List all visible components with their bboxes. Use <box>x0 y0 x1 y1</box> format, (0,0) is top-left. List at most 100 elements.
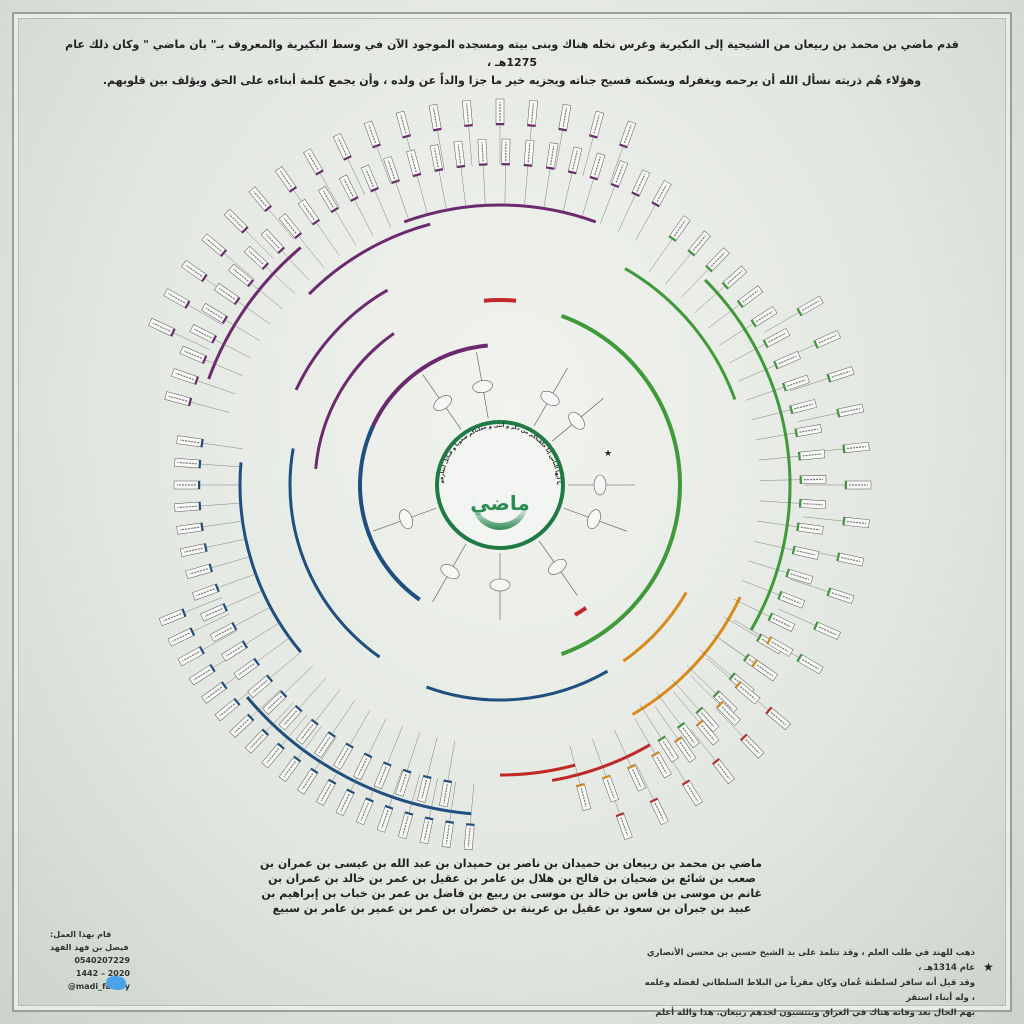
person-node-oval <box>587 509 601 530</box>
person-node-box-accent <box>294 705 303 713</box>
person-node-box-accent <box>796 654 803 662</box>
person-node-box <box>610 160 629 189</box>
person-node-box-accent <box>221 315 228 324</box>
person-node-box-accent <box>293 755 301 763</box>
center-verse: يا أيها الناس إنا خلقناكم من ذكر و أنثى … <box>0 0 562 485</box>
person-node-box-accent <box>705 264 713 272</box>
person-node-box-accent <box>289 186 297 193</box>
person-node-name-scribble <box>253 191 267 207</box>
branch-link <box>251 689 281 718</box>
person-node-name-scribble <box>175 372 194 381</box>
person-node-box-accent <box>813 340 819 349</box>
branch-link <box>315 689 341 722</box>
person-node-box <box>836 403 865 418</box>
credits-author: فيصل بن فهد الفهد <box>50 943 129 952</box>
person-node-name-scribble <box>802 453 822 457</box>
branch-link <box>764 312 799 333</box>
person-node-box-accent <box>433 127 442 132</box>
footnote-line-2: وقد قيل أنه سافر لسلطنة عُمان وكان مقربا… <box>644 978 975 1003</box>
person-node-name-scribble <box>445 825 450 845</box>
person-node-box <box>429 144 444 172</box>
person-node-name-scribble <box>152 322 171 332</box>
person-node-box-accent <box>576 783 585 788</box>
person-node-box <box>376 804 394 833</box>
twitter-bird-icon[interactable] <box>106 976 126 990</box>
branch-link <box>335 210 356 246</box>
person-node-name-scribble <box>340 793 350 812</box>
branch-link <box>635 763 654 800</box>
credits-twitter[interactable]: @madi_family <box>67 982 130 991</box>
person-node-box-frame <box>441 820 454 848</box>
branch-link <box>790 378 829 391</box>
person-node-box-accent <box>627 764 636 770</box>
person-node-box-accent <box>261 262 269 270</box>
person-node-box <box>794 424 823 438</box>
person-node-box <box>315 778 337 806</box>
person-node-box <box>179 345 208 364</box>
person-node-box <box>395 768 412 797</box>
branch-link <box>438 170 447 211</box>
person-node-box <box>201 233 228 258</box>
person-node-box <box>221 640 249 662</box>
credits-phone: 0540207229 <box>74 956 130 965</box>
person-node-box <box>751 659 778 682</box>
person-node-box-frame <box>398 811 414 840</box>
branch-link <box>281 250 310 281</box>
person-node-box <box>158 608 187 627</box>
branch-link <box>347 158 365 196</box>
person-node-box-accent <box>198 481 200 489</box>
branch-link <box>354 199 374 236</box>
person-node-box <box>619 120 637 149</box>
branch-link <box>639 704 662 739</box>
branch-link <box>690 729 716 761</box>
person-node-box-accent <box>233 297 241 305</box>
person-node-name-scribble <box>841 556 861 563</box>
person-node-box <box>223 208 249 234</box>
person-node-name-scribble <box>457 144 462 164</box>
branch-link <box>202 443 243 450</box>
person-node-box-accent <box>266 674 273 683</box>
person-node-box-accent <box>220 681 228 690</box>
credits-years: 1442 – 2020 <box>75 969 130 978</box>
branch-link <box>673 691 700 723</box>
person-node-box <box>261 742 285 769</box>
person-node-name-scribble <box>796 550 816 556</box>
branch-link <box>447 741 456 781</box>
person-node-box-accent <box>200 439 204 448</box>
branch-link <box>729 343 765 364</box>
person-node-box <box>373 761 392 790</box>
person-node-box <box>545 142 559 170</box>
branch-link <box>202 520 243 527</box>
branch-link <box>449 781 456 822</box>
person-node-name-scribble <box>801 300 819 312</box>
person-node-box <box>797 449 826 461</box>
person-node-name-scribble <box>238 663 255 676</box>
person-node-name-scribble <box>772 617 791 628</box>
person-node-box <box>278 755 302 782</box>
person-node-box <box>176 522 204 535</box>
person-node-box-accent <box>558 127 567 132</box>
person-node-name-scribble <box>163 613 182 622</box>
branch-link <box>798 413 838 422</box>
person-node-name-scribble <box>218 287 235 300</box>
intro-line-2: وهؤلاء هُم ذريته نسأل الله أن يرحمه ويغف… <box>102 74 922 87</box>
branch-link <box>281 714 308 746</box>
person-node-name-scribble <box>400 114 407 134</box>
person-node-name-scribble <box>632 769 642 788</box>
person-node-box-accent <box>792 546 796 555</box>
person-node-box-accent <box>619 143 628 149</box>
person-node-box <box>567 146 583 175</box>
branch-arc <box>624 267 737 401</box>
person-node-box-accent <box>657 735 666 742</box>
person-node-oval <box>593 474 607 496</box>
person-node-box <box>191 583 220 601</box>
branch-arc <box>403 203 597 224</box>
person-node-name-scribble <box>562 107 568 127</box>
branch-link <box>211 556 251 568</box>
person-node-box <box>799 475 827 485</box>
person-node-box-frame <box>527 99 538 127</box>
person-node-box-accent <box>170 328 176 337</box>
person-node-box-accent <box>777 591 783 600</box>
person-node-name-scribble <box>318 736 331 754</box>
person-node-box-accent <box>253 658 260 666</box>
